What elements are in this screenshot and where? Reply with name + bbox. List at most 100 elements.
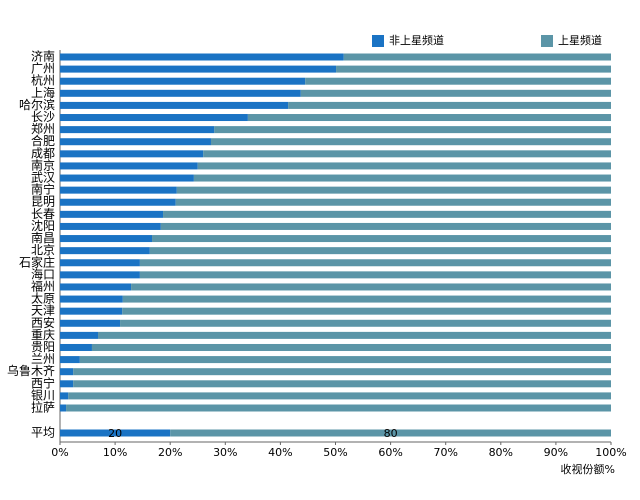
category-label: 南宁 [31,182,55,197]
bar-segment [60,368,74,376]
bar-segment [60,429,171,437]
category-label: 石家庄 [19,254,55,269]
bar-segment [60,380,74,388]
category-label: 成都 [31,146,55,160]
data-label: 20 [108,427,122,440]
bar-segment [122,295,612,303]
bar-segment [163,210,612,218]
bar-segment [60,271,140,279]
bar-segment [73,380,611,388]
category-label: 哈尔滨 [19,97,55,112]
category-label: 杭州 [31,73,55,88]
category-label: 太原 [31,291,55,306]
bar-segment [60,210,164,218]
bar-segment [60,126,215,134]
bar-segment [120,319,612,327]
bar-segment [336,65,611,73]
bar-segment [60,222,161,230]
category-label: 郑州 [31,121,55,136]
category-label: 贵阳 [31,340,55,354]
x-tick-label: 100% [595,446,626,459]
bar-segment [60,235,153,243]
bar-segment [60,198,176,206]
x-tick-label: 60% [378,446,402,459]
bar-segment [60,101,289,109]
bar-segment [79,356,611,364]
bar-segment [300,89,611,97]
category-label: 广州 [31,62,55,76]
category-label: 济南 [31,49,55,64]
bar-segment [60,186,177,194]
bar-segment [60,356,80,364]
category-label: 合肥 [31,133,55,148]
bar-segment [170,429,611,437]
bar-segment [68,392,611,400]
category-label: 沈阳 [31,218,55,233]
bar-segment [60,343,92,351]
category-label: 天津 [31,304,55,318]
bar-segment [60,331,99,339]
bar-segment [60,89,301,97]
bar-segment [160,222,611,230]
bar-segment [288,101,611,109]
bar-segment [66,404,612,412]
bar-segment [149,247,612,255]
category-label: 福州 [31,278,55,293]
bar-segment [60,259,140,267]
bar-segment [60,283,132,291]
bar-segment [98,331,612,339]
legend-swatch [541,35,553,47]
bar-segment [60,404,67,412]
legend-swatch [372,35,384,47]
x-tick-label: 90% [544,446,568,459]
category-label: 西宁 [31,375,55,390]
legend-label: 上星频道 [558,33,602,47]
bar-segment [139,259,611,267]
x-tick-label: 40% [268,446,292,459]
category-label: 南昌 [31,230,55,245]
legend-label: 非上星频道 [389,33,444,47]
bar-segment [343,53,611,61]
x-tick-label: 10% [103,446,127,459]
category-label: 南京 [31,157,55,172]
x-tick-label: 30% [213,446,237,459]
category-label: 银川 [31,388,55,402]
x-axis-title: 收视份额% [561,462,615,476]
bar-segment [203,150,611,158]
x-tick-label: 20% [158,446,182,459]
bar-segment [131,283,612,291]
category-label: 上海 [31,85,55,100]
category-label: 乌鲁木齐 [7,363,55,378]
bar-segment [60,247,150,255]
bar-segment [91,343,611,351]
bar-segment [60,295,123,303]
bar-segment [60,162,198,170]
category-label: 长沙 [31,110,55,124]
bar-segment [305,77,611,85]
bar-segment [176,186,611,194]
x-tick-label: 80% [489,446,513,459]
bar-segment [193,174,611,182]
x-tick-label: 50% [323,446,347,459]
bar-segment [122,307,611,315]
bar-segment [73,368,611,376]
bar-segment [60,392,69,400]
category-label: 拉萨 [31,400,55,415]
category-label: 兰州 [31,352,55,366]
bar-segment [60,174,194,182]
bar-segment [152,235,611,243]
category-label: 长春 [31,207,55,221]
x-tick-label: 0% [51,446,68,459]
category-label: 西安 [31,315,55,330]
bar-segment [60,150,204,158]
x-tick-label: 70% [433,446,457,459]
category-label: 重庆 [31,328,55,342]
bar-segment [60,319,121,327]
bar-segment [210,138,611,146]
bar-segment [60,65,337,73]
bar-segment [60,53,344,61]
bar-segment [60,138,211,146]
category-label: 海口 [31,266,55,281]
bar-segment [197,162,611,170]
